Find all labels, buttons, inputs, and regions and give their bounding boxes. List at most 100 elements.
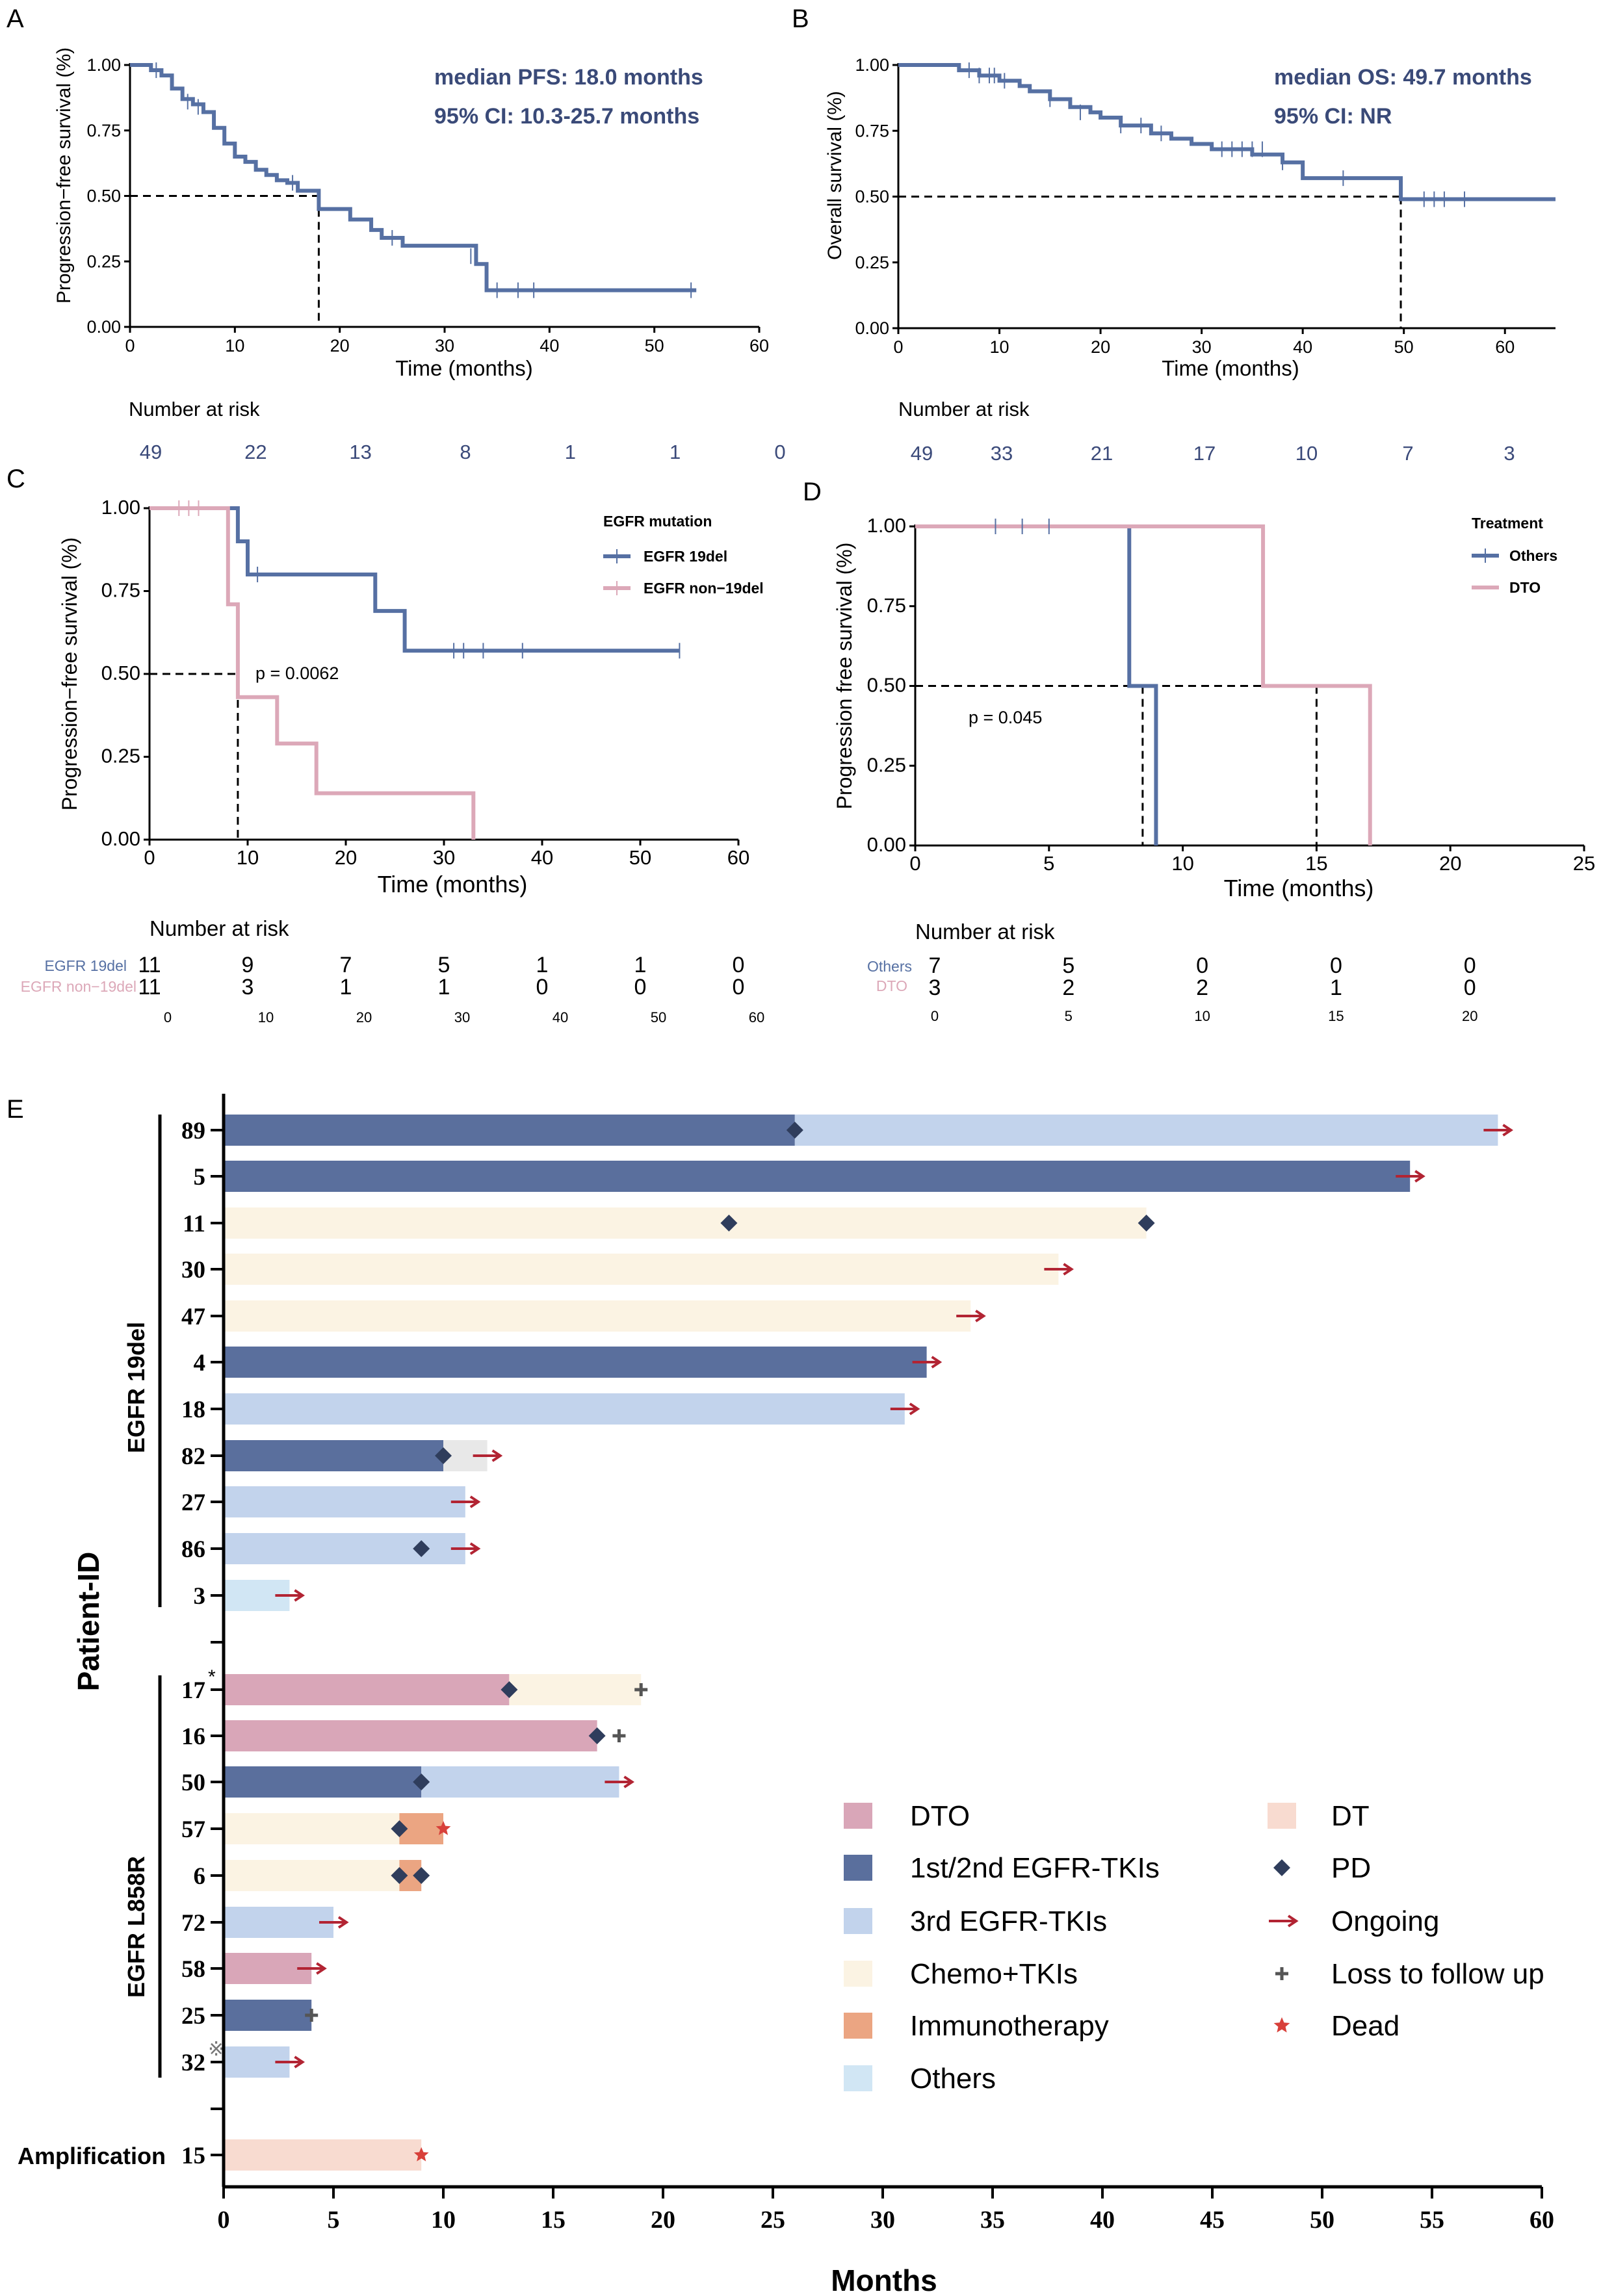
risk-count-non19del: 1 (438, 975, 450, 1000)
risk-count-19del: 5 (438, 953, 450, 977)
swimmer-row-32: 32※ (181, 2039, 306, 2078)
legend-label-immuno: Immunotherapy (910, 2010, 1109, 2042)
x-tick-label: 0 (144, 846, 155, 869)
y-tick-label: 0.75 (86, 121, 121, 140)
bar-segment-tki12 (224, 2000, 312, 2031)
risk-count-dto: 3 (929, 975, 941, 1000)
ongoing-arrowhead (1502, 1124, 1514, 1137)
loss-marker (1275, 1967, 1288, 1980)
pd-marker (391, 1820, 408, 1837)
x-tick-label: 50 (1394, 337, 1414, 357)
patient-id-label: 4 (194, 1350, 206, 1376)
risk-time: 60 (749, 1009, 764, 1025)
swimmer-row-5: 5 (194, 1161, 1425, 1192)
x-tick-label: 60 (1495, 337, 1515, 357)
x-tick-label: 5 (1043, 852, 1054, 875)
panel-c-letter: C (7, 465, 25, 493)
patient-id-label: 6 (194, 1863, 206, 1890)
panel-b-risk-table: 49 33 21 17 10 7 3 (911, 442, 1515, 465)
panel-d-curves (915, 519, 1372, 845)
risk-count-19del: 7 (340, 953, 352, 977)
patient-id-label: 17 (181, 1677, 205, 1704)
patient-id-label: 5 (194, 1164, 206, 1191)
legend-swatch-tki3 (844, 1908, 872, 1934)
km-curve-egfr-non-19del (150, 506, 476, 840)
panel-c-risk-label-19del: EGFR 19del (44, 957, 127, 974)
patient-id-label: 15 (181, 2143, 205, 2169)
x-tick-label: 50 (629, 846, 651, 869)
ongoing-arrowhead (491, 1449, 503, 1462)
x-tick-label: 10 (431, 2206, 456, 2234)
risk-count: 7 (1402, 442, 1413, 465)
risk-count-dto: 1 (1330, 975, 1342, 1000)
risk-count-19del: 1 (536, 953, 549, 977)
legend-label-others: Others (910, 2063, 996, 2095)
patient-mark: ※ (208, 2039, 224, 2060)
panel-d-risk-title: Number at risk (915, 920, 1055, 944)
risk-time: 10 (258, 1009, 274, 1025)
x-tick-label: 20 (330, 336, 350, 355)
panel-d-risk-label-dto: DTO (876, 977, 907, 994)
y-tick-label: 0.25 (86, 252, 121, 271)
bar-segment-chemo (224, 1860, 400, 1891)
panel-e-axes: 0 5 10 15 20 25 30 35 40 45 50 55 60 (211, 1094, 1554, 2234)
panel-d-axes: 0.00 0.25 0.50 0.75 1.00 0 5 10 15 20 25 (867, 514, 1596, 875)
panel-d-letter: D (803, 478, 822, 506)
x-tick-label: 40 (531, 846, 553, 869)
bar-segment-chemo (224, 1207, 1147, 1239)
panel-a-risk-title: Number at risk (129, 398, 260, 420)
swimmer-row-30: 30 (181, 1254, 1074, 1285)
panel-b-annotation-ci: 95% CI: NR (1274, 104, 1392, 129)
risk-count-19del: 0 (733, 953, 745, 977)
panel-b-curves (898, 62, 1555, 328)
x-tick-label: 20 (1091, 337, 1110, 357)
panel-a-ylabel: Progression−free survival (%) (53, 47, 75, 303)
patient-id-label: 58 (181, 1956, 205, 1983)
x-tick-label: 20 (1439, 852, 1461, 875)
legend-label-loss: Loss to follow up (1331, 1958, 1544, 1990)
x-tick-label: 5 (328, 2206, 340, 2234)
panel-d-pvalue: p = 0.045 (969, 708, 1042, 727)
x-tick-label: 55 (1420, 2206, 1444, 2234)
y-tick-label: 1.00 (855, 55, 889, 75)
ongoing-arrowhead (909, 1402, 920, 1415)
swimmer-row-89: 89 (181, 1115, 1514, 1146)
x-tick-label: 10 (237, 846, 259, 869)
legend-swatch-tki12 (844, 1855, 872, 1881)
ongoing-arrowhead (975, 1309, 986, 1322)
bar-segment-dto (224, 1720, 597, 1751)
panel-b-ylabel: Overall survival (%) (824, 91, 846, 260)
y-tick-label: 0.50 (855, 187, 889, 207)
bar-segment-tki3 (224, 1393, 905, 1425)
x-tick-label: 30 (870, 2206, 895, 2234)
risk-count: 3 (1503, 442, 1515, 465)
ongoing-arrowhead (469, 1542, 481, 1555)
loss-marker (634, 1683, 648, 1696)
risk-count: 13 (349, 441, 371, 463)
x-tick-label: 30 (433, 846, 455, 869)
y-tick-label: 0.00 (867, 833, 906, 856)
risk-count: 8 (460, 441, 471, 463)
panel-d-ylabel: Progression free survival (%) (833, 543, 856, 810)
panel-d: D Progression free survival (%) Time (mo… (803, 478, 1595, 1024)
patient-id-label: 11 (183, 1211, 205, 1237)
panel-b-letter: B (792, 5, 809, 33)
ongoing-arrowhead (623, 1775, 635, 1788)
pd-marker (413, 1540, 430, 1557)
bar-segment-chemo (224, 1813, 400, 1844)
bar-segment-tki12 (224, 1161, 1411, 1192)
legend-label-pd: PD (1331, 1852, 1371, 1884)
x-tick-label: 0 (125, 336, 135, 355)
ongoing-arrowhead (316, 1962, 327, 1975)
x-tick-label: 60 (749, 336, 769, 355)
panel-b-risk-title: Number at risk (898, 398, 1030, 420)
panel-b-axes: 0.00 0.25 0.50 0.75 1.00 0 10 20 30 40 50 60 (855, 55, 1555, 357)
ongoing-arrowhead (1287, 1915, 1299, 1928)
panel-a-axes: 0.00 0.25 0.50 0.75 1.00 0 10 20 30 40 50 60 (86, 55, 769, 355)
y-tick-label: 0.00 (101, 827, 140, 850)
panel-c-legend-title: EGFR mutation (603, 513, 712, 530)
patient-id-label: 16 (181, 1723, 205, 1750)
swimmer-row-17: 17* (181, 1666, 648, 1705)
